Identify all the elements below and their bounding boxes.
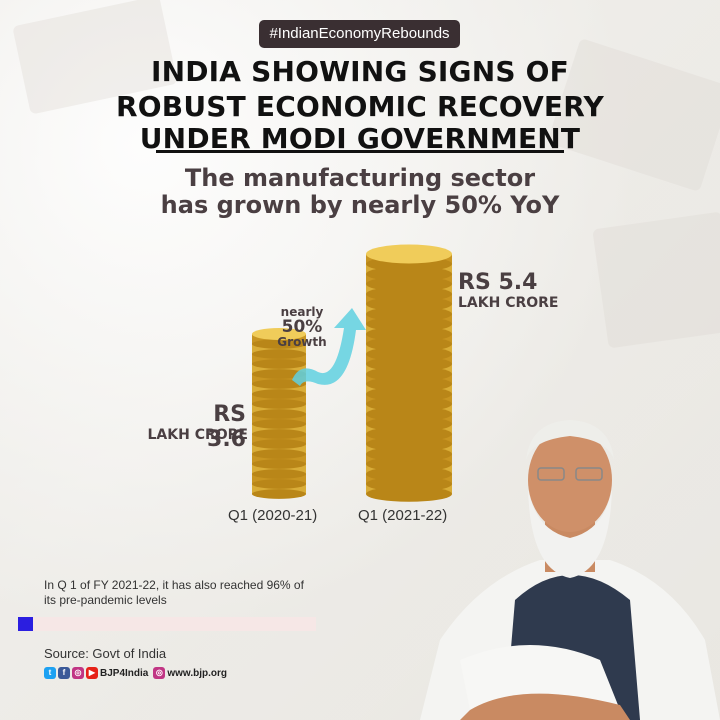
category-label-2021: Q1 (2021-22) <box>358 507 448 524</box>
value-amount-2020: RS 3.6 <box>207 402 246 452</box>
value-unit-2020: LAKH CRORE <box>147 427 249 443</box>
subtitle-line-1: The manufacturing sector <box>184 164 536 192</box>
value-unit-2020-wrap: LAKH CRORE <box>128 427 249 443</box>
headline-line-1: INDIA SHOWING SIGNS OF <box>150 55 570 88</box>
growth-word: Growth <box>277 335 327 350</box>
instagram-icon: ◎ <box>72 667 84 679</box>
growth-arrow-icon <box>292 308 366 386</box>
footnote: In Q 1 of FY 2021-22, it has also reache… <box>44 578 304 607</box>
coin-stack-bar-1 <box>366 244 452 502</box>
value-label-2020: RS 3.6 <box>168 402 246 452</box>
value-unit-2021: LAKH CRORE <box>458 295 559 311</box>
source-text: Source: Govt of India <box>44 646 167 661</box>
value-label-2021: RS 5.4 LAKH CRORE <box>458 270 559 311</box>
coin-stack-bar-0 <box>252 328 306 499</box>
headline-line-3: UNDER MODI GOVERNMENT <box>139 122 581 155</box>
facebook-icon: f <box>58 667 70 679</box>
hashtag-badge: #IndianEconomyRebounds <box>259 20 460 48</box>
instagram-icon-2: ◎ <box>153 667 166 679</box>
growth-percent: 50% <box>281 316 323 337</box>
growth-nearly: nearly <box>280 305 324 319</box>
value-amount-2021: RS 5.4 <box>458 270 538 295</box>
progress-bar-fill <box>18 617 33 631</box>
social-strip: t f ◎ ▶ BJP4India ◎ www.bjp.org <box>44 666 227 680</box>
headline-underline <box>156 150 564 153</box>
leader-portrait <box>420 420 720 720</box>
youtube-icon: ▶ <box>86 667 98 679</box>
growth-annotation: nearly 50% Growth <box>272 306 332 349</box>
headline-line-2: ROBUST ECONOMIC RECOVERY <box>116 90 604 123</box>
category-label-2020: Q1 (2020-21) <box>228 507 318 524</box>
twitter-icon: t <box>44 667 56 679</box>
website-link: www.bjp.org <box>167 667 227 679</box>
progress-bar <box>18 617 316 631</box>
subtitle-line-2: has grown by nearly 50% YoY <box>160 191 560 219</box>
social-handle: BJP4India <box>100 667 149 679</box>
